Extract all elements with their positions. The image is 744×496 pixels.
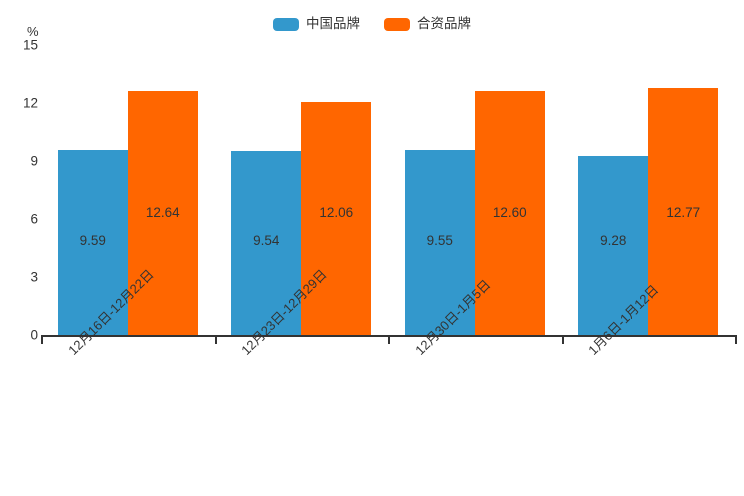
legend-item-joint-venture-brand[interactable]: 合资品牌	[384, 17, 471, 31]
y-axis-tick-label: 12	[22, 95, 38, 111]
bar-value-label: 9.54	[253, 232, 280, 248]
legend-swatch-icon-china-brand	[273, 17, 299, 31]
bar-joint-venture-brand[interactable]: 12.64	[127, 90, 198, 335]
y-axis: 15 12 9 6 3 0	[0, 0, 38, 496]
bar-china-brand[interactable]: 9.59	[57, 149, 128, 335]
x-axis-tick	[388, 335, 390, 344]
legend-label-joint-venture-brand: 合资品牌	[417, 16, 471, 32]
y-axis-tick-label: 3	[30, 269, 38, 285]
bar-joint-venture-brand[interactable]: 12.06	[301, 101, 372, 335]
y-axis-tick-label: 9	[30, 153, 38, 169]
x-axis-tick	[561, 335, 564, 344]
bar-value-label: 12.64	[145, 204, 180, 220]
y-axis-tick-label: 0	[30, 327, 38, 343]
bar-value-label: 12.06	[319, 204, 354, 220]
bar-joint-venture-brand[interactable]: 12.60	[474, 91, 545, 335]
bar-value-label: 9.28	[600, 232, 627, 248]
bar-value-label: 12.77	[666, 204, 701, 220]
x-axis-tick	[214, 335, 217, 344]
y-axis-unit-label: %	[27, 24, 39, 39]
bar-china-brand[interactable]: 9.28	[578, 155, 649, 335]
y-axis-tick-label: 6	[30, 211, 38, 227]
legend-item-china-brand[interactable]: 中国品牌	[273, 17, 360, 31]
bar-joint-venture-brand[interactable]: 12.77	[648, 88, 719, 335]
bar-value-label: 9.59	[79, 232, 106, 248]
bar-value-label: 12.60	[492, 204, 527, 220]
bar-china-brand[interactable]: 9.55	[404, 150, 475, 335]
y-axis-tick-label: 15	[22, 37, 38, 53]
chart-legend: 中国品牌 合资品牌	[0, 12, 744, 36]
bar-china-brand[interactable]: 9.54	[231, 150, 302, 335]
legend-label-china-brand: 中国品牌	[306, 16, 360, 32]
x-axis-tick	[735, 335, 737, 344]
legend-swatch-icon-joint-venture-brand	[384, 17, 410, 31]
x-axis-tick	[41, 335, 43, 344]
bar-value-label: 9.55	[426, 232, 453, 248]
